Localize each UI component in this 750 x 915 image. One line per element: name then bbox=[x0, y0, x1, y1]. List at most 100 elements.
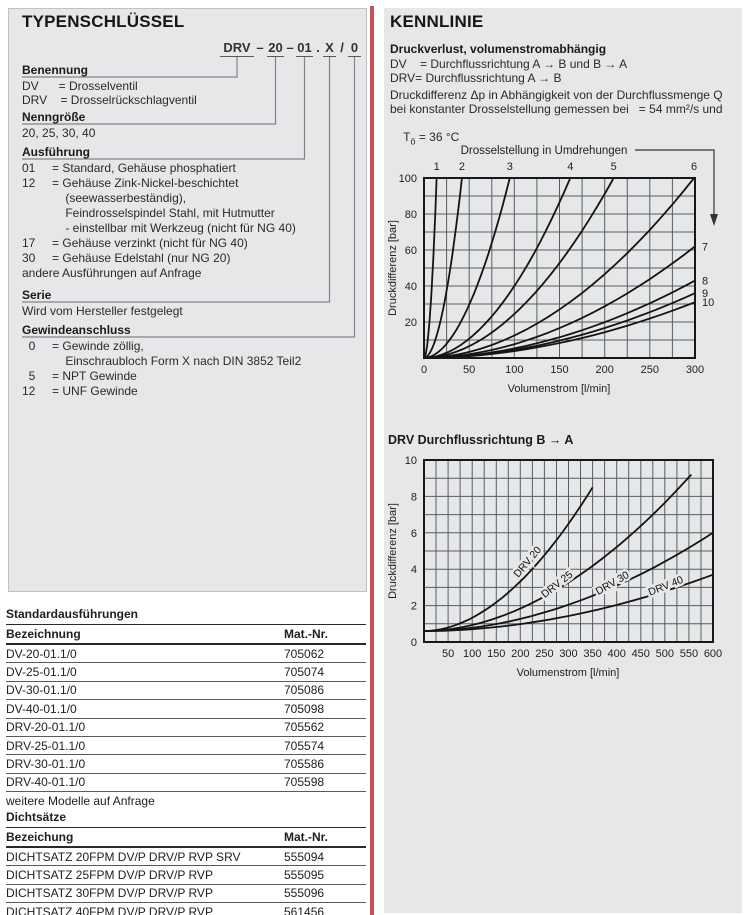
svg-text:4: 4 bbox=[567, 161, 573, 173]
type-code-segment: 01 bbox=[296, 40, 313, 57]
column-header-bezeichnung: Bezeichung bbox=[6, 830, 74, 844]
section-heading-benennung: Benennung bbox=[22, 63, 88, 77]
section-heading-nenngroesse: Nenngröße bbox=[22, 110, 86, 124]
page-title-typenschluessel: TYPENSCHLÜSSEL bbox=[22, 12, 185, 31]
table-row: DRV-25-01.1/0 705574 bbox=[6, 737, 366, 756]
type-code-separator: . bbox=[316, 40, 320, 55]
svg-text:350: 350 bbox=[583, 648, 601, 660]
section-line: (seewasserbeständig), bbox=[22, 191, 187, 205]
svg-text:200: 200 bbox=[595, 364, 613, 376]
table-row: DRV-30-01.1/0 705586 bbox=[6, 755, 366, 774]
drosselstellung-curve-numbers: 1 2 3 4 5 6 bbox=[434, 161, 698, 173]
x-axis-label: Volumenstrom [l/min] bbox=[517, 667, 620, 679]
section-line: Wird vom Hersteller festgelegt bbox=[22, 304, 183, 318]
y-axis-tick-labels: 20 40 60 80 100 bbox=[399, 173, 417, 329]
svg-text:3: 3 bbox=[507, 161, 513, 173]
series-label-drv30: DRV 30 bbox=[594, 569, 632, 598]
section-line: 12 = UNF Gewinde bbox=[22, 384, 138, 398]
type-code-separator: – bbox=[286, 40, 294, 55]
x-axis-label: Volumenstrom [l/min] bbox=[508, 383, 611, 395]
down-arrow-icon bbox=[710, 214, 718, 226]
table-footer-note: weitere Modelle auf Anfrage bbox=[6, 794, 155, 809]
chart-druckverlust-drosselstellung: 0 50 100 150 200 250 300 20 40 60 80 100 1 2 3 4 5 6 7 8… bbox=[387, 145, 718, 395]
y-axis-label: Druckdifferenz [bar] bbox=[387, 503, 399, 599]
section-line: 5 = NPT Gewinde bbox=[22, 369, 137, 383]
svg-text:200: 200 bbox=[511, 648, 529, 660]
table-title: Dichtsätze bbox=[6, 810, 366, 828]
column-divider-line bbox=[370, 6, 374, 915]
section-line: 01 = Standard, Gehäuse phosphatiert bbox=[22, 161, 236, 175]
section-heading-gewindeanschluss: Gewindeanschluss bbox=[22, 323, 131, 337]
x-axis-tick-labels: 0 50 100 150 200 250 300 bbox=[421, 364, 704, 376]
section-line: 30 = Gehäuse Edelstahl (nur NG 20) bbox=[22, 251, 231, 265]
chart-title: DRV Durchflussrichtung B → A bbox=[388, 433, 573, 447]
table-row: DV-40-01.1/0 705098 bbox=[6, 700, 366, 719]
svg-text:600: 600 bbox=[704, 648, 722, 660]
table-title: Standardausführungen bbox=[6, 607, 366, 625]
dv-flow-direction-line: DV = Durchflussrichtung A → B und B → A bbox=[390, 57, 628, 71]
svg-text:5: 5 bbox=[611, 161, 617, 173]
table-row: DICHTSATZ 40FPM DV/P DRV/P RVP 561456 bbox=[6, 903, 366, 915]
chart-section-subtitle: Druckverlust, volumenstromabhängig bbox=[390, 42, 607, 56]
section-line: - einstellbar mit Werkzeug (nicht für NG… bbox=[22, 221, 296, 235]
chart-curves bbox=[423, 177, 696, 359]
table-row: DV-25-01.1/0 705074 bbox=[6, 663, 366, 682]
svg-text:4: 4 bbox=[411, 564, 417, 576]
type-code-segment: DRV bbox=[220, 40, 254, 57]
svg-text:40: 40 bbox=[405, 281, 417, 293]
chart-grid bbox=[423, 459, 714, 643]
svg-text:50: 50 bbox=[442, 648, 454, 660]
chart-grid bbox=[423, 177, 696, 359]
table-row: DV-20-01.1/0 705062 bbox=[6, 645, 366, 664]
chart-top-axis-title: Drosselstellung in Umdrehungen bbox=[461, 145, 628, 157]
seal-kits-table: Dichtsätze Bezeichung Mat.-Nr. DICHTSATZ… bbox=[6, 810, 366, 915]
svg-text:8: 8 bbox=[702, 276, 708, 288]
measurement-note-line2: bei konstanter Drosselstellung gemessen … bbox=[390, 102, 723, 116]
table-row: DICHTSATZ 30FPM DV/P DRV/P RVP 555096 bbox=[6, 885, 366, 904]
title-arrow-line bbox=[635, 149, 715, 216]
section-line: 17 = Gehäuse verzinkt (nicht für NG 40) bbox=[22, 236, 248, 250]
svg-text:300: 300 bbox=[686, 364, 704, 376]
section-line: 0 = Gewinde zöllig, bbox=[22, 339, 144, 353]
table-row: DRV-20-01.1/0 705562 bbox=[6, 719, 366, 737]
chart-drv-durchflussrichtung: DRV Durchflussrichtung B → A 50 100 150 200… bbox=[387, 433, 722, 679]
chart-frame bbox=[423, 459, 714, 643]
section-line: Einschraubloch Form X nach DIN 3852 Teil… bbox=[22, 354, 302, 368]
section-line: 20, 25, 30, 40 bbox=[22, 126, 96, 140]
y-axis-label: Druckdifferenz [bar] bbox=[387, 220, 399, 316]
section-heading-ausfuehrung: Ausführung bbox=[22, 145, 90, 159]
svg-text:150: 150 bbox=[487, 648, 505, 660]
svg-text:60: 60 bbox=[405, 245, 417, 257]
svg-text:250: 250 bbox=[535, 648, 553, 660]
table-row: DV-30-01.1/0 705086 bbox=[6, 682, 366, 701]
chart-frame bbox=[423, 177, 696, 359]
svg-text:7: 7 bbox=[702, 241, 708, 253]
table-row: DICHTSATZ 25FPM DV/P DRV/P RVP 555095 bbox=[6, 866, 366, 885]
svg-text:2: 2 bbox=[459, 161, 465, 173]
svg-text:500: 500 bbox=[656, 648, 674, 660]
drv-flow-direction-line: DRV= Durchflussrichtung A → B bbox=[390, 71, 562, 85]
svg-text:2: 2 bbox=[411, 601, 417, 613]
standard-models-table: Standardausführungen Bezeichnung Mat.-Nr… bbox=[6, 607, 366, 810]
section-line: DRV = Drosselrückschlagventil bbox=[22, 93, 197, 107]
svg-text:250: 250 bbox=[641, 364, 659, 376]
column-header-matnr: Mat.-Nr. bbox=[284, 627, 329, 641]
table-row: DRV-40-01.1/0 705598 bbox=[6, 774, 366, 793]
measurement-note-line1: Druckdifferenz Δp in Abhängigkeit von de… bbox=[390, 88, 723, 102]
svg-text:50: 50 bbox=[463, 364, 475, 376]
column-header-bezeichnung: Bezeichnung bbox=[6, 627, 81, 641]
type-code-segment: X bbox=[323, 40, 336, 57]
svg-text:9: 9 bbox=[702, 288, 708, 300]
svg-text:1: 1 bbox=[434, 161, 440, 173]
svg-text:0: 0 bbox=[421, 364, 427, 376]
svg-text:0: 0 bbox=[411, 637, 417, 649]
svg-text:450: 450 bbox=[632, 648, 650, 660]
svg-text:8: 8 bbox=[411, 491, 417, 503]
type-code-separator: / bbox=[340, 40, 344, 55]
svg-text:6: 6 bbox=[691, 161, 697, 173]
svg-text:10: 10 bbox=[405, 455, 417, 467]
type-code-segment: 0 bbox=[348, 40, 361, 57]
svg-text:10: 10 bbox=[702, 297, 714, 309]
